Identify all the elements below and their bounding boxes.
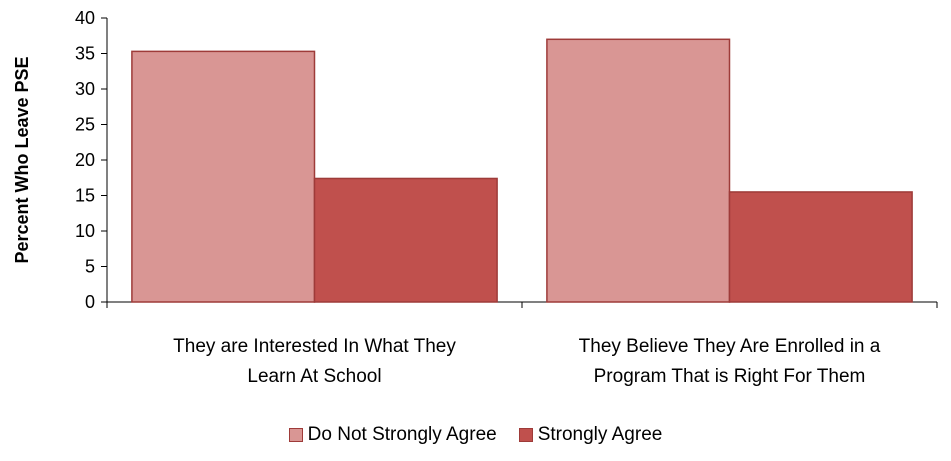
- y-tick-label: 5: [85, 257, 95, 277]
- legend-label: Strongly Agree: [537, 424, 663, 445]
- y-axis-label: Percent Who Leave PSE: [12, 56, 32, 263]
- y-tick-label: 10: [75, 221, 95, 241]
- legend-label: Do Not Strongly Agree: [307, 424, 497, 445]
- legend-swatch-do-not-strongly-agree: [288, 428, 303, 442]
- bar-do-not-strongly-agree-1: [131, 50, 316, 303]
- y-tick-label: 15: [75, 186, 95, 206]
- y-tick-label: 25: [75, 115, 95, 135]
- x-category-label: They Believe They Are Enrolled in a: [579, 336, 881, 357]
- legend-swatch-strongly-agree: [518, 428, 533, 442]
- bar-strongly-agree-2: [728, 191, 913, 303]
- bar-strongly-agree-1: [313, 177, 498, 303]
- y-tick-label: 20: [75, 150, 95, 170]
- legend-item-do-not-strongly-agree: Do Not Strongly Agree: [288, 424, 497, 446]
- x-category-label: They are Interested In What They: [173, 336, 456, 357]
- bar-chart: Percent Who Leave PSE 0 5 10 15 20 25 30 35 40 Th…: [12, 8, 938, 387]
- x-category-label: Program That is Right For Them: [594, 366, 866, 387]
- legend: Do Not Strongly Agree Strongly Agree: [0, 424, 951, 446]
- y-tick-label: 35: [75, 44, 95, 64]
- legend-item-strongly-agree: Strongly Agree: [518, 424, 663, 446]
- bar-do-not-strongly-agree-2: [546, 38, 731, 303]
- y-tick-label: 30: [75, 79, 95, 99]
- x-category-label: Learn At School: [247, 366, 381, 387]
- y-tick-label: 40: [75, 8, 95, 28]
- y-tick-label: 0: [85, 292, 95, 312]
